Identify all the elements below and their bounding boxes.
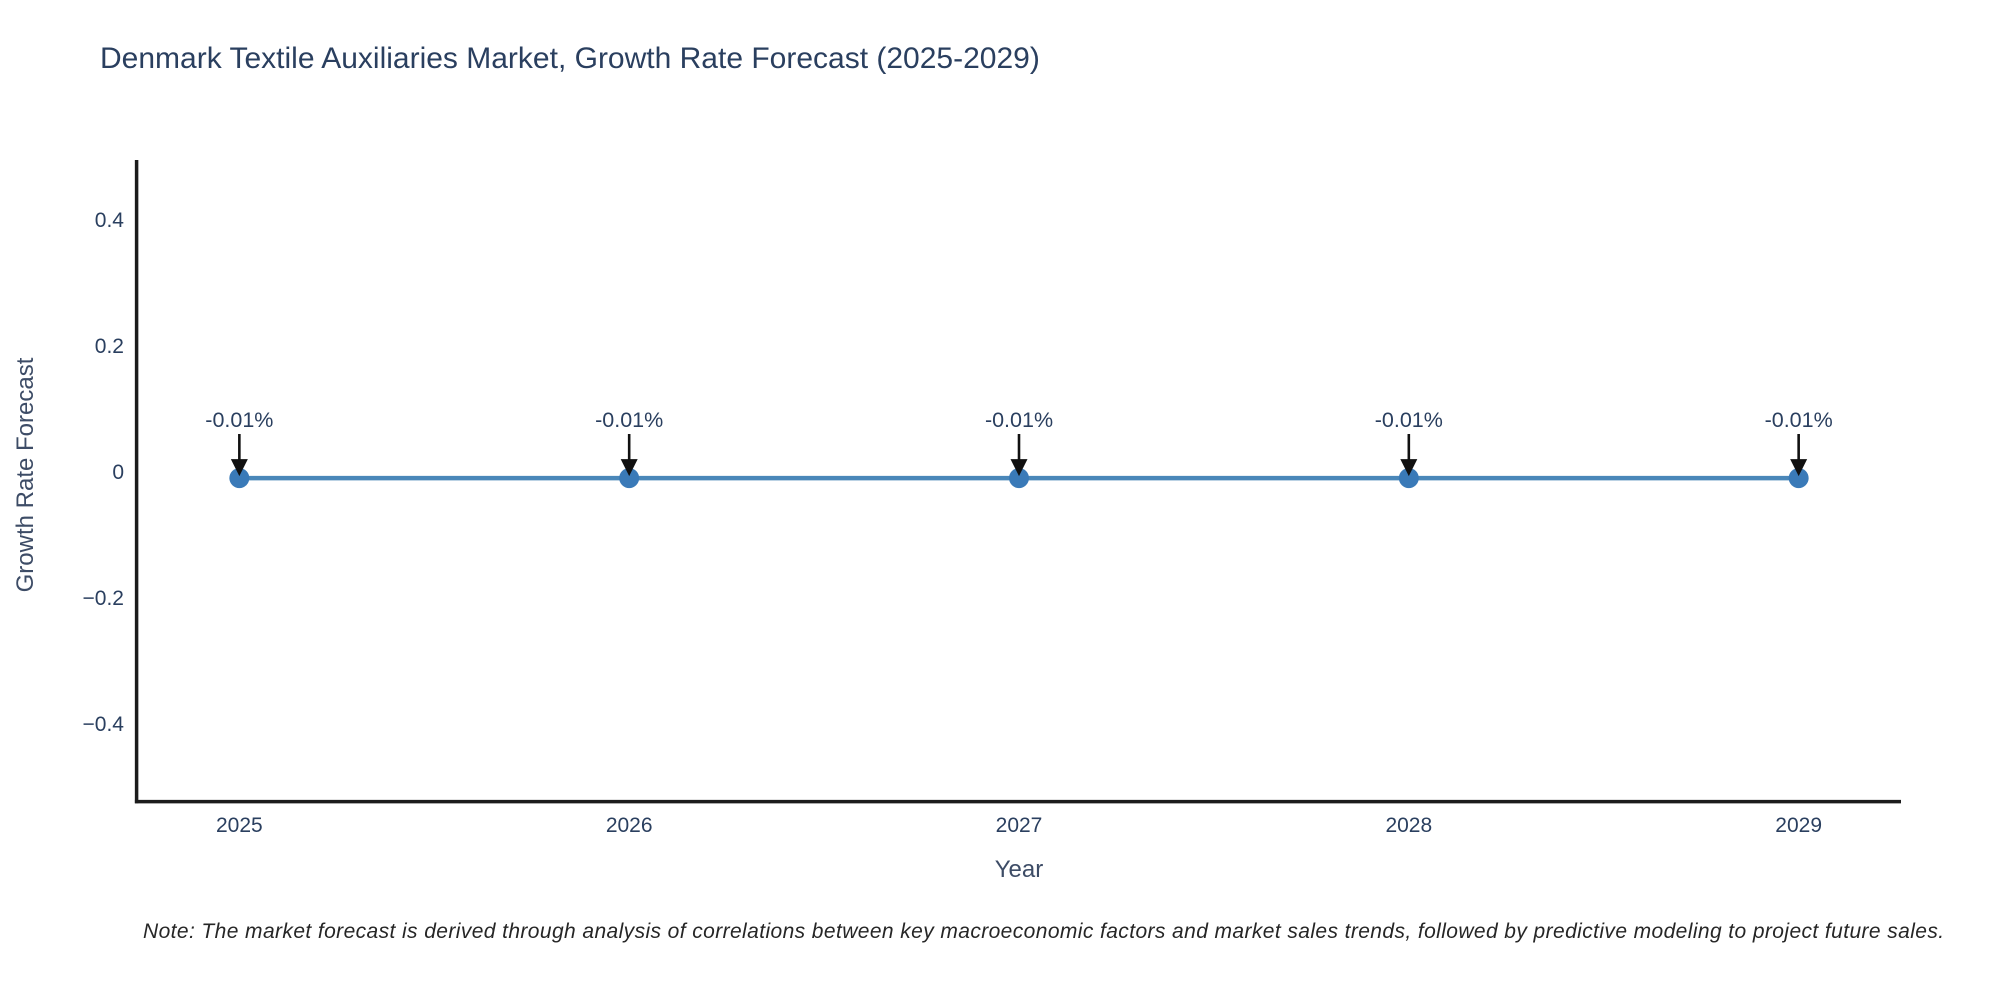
chart-title: Denmark Textile Auxiliaries Market, Grow… [100, 42, 1040, 75]
annotation-arrow-head [230, 459, 248, 477]
y-tick-label: −0.2 [83, 587, 124, 610]
x-axis-title: Year [994, 856, 1044, 883]
data-point-marker [1009, 468, 1029, 489]
annotation-label: -0.01% [1765, 408, 1833, 432]
y-tick-label: 0 [112, 461, 124, 484]
annotation-label: -0.01% [205, 408, 273, 432]
data-point-marker [619, 468, 640, 489]
y-tick-label: −0.4 [83, 713, 125, 736]
data-point-marker [1788, 468, 1809, 489]
y-tick-label: 0.2 [95, 335, 124, 358]
annotation-arrow-head [1400, 459, 1418, 477]
annotation-arrow-head [1010, 459, 1028, 477]
annotation-label: -0.01% [595, 408, 663, 432]
annotation-label: -0.01% [1375, 408, 1443, 432]
annotation-arrow-head [620, 459, 638, 477]
data-point-marker [229, 468, 250, 489]
x-tick-label: 2027 [996, 814, 1043, 837]
y-tick-label: 0.4 [95, 209, 125, 232]
x-tick-label: 2026 [606, 814, 653, 837]
data-point-marker [1398, 468, 1419, 489]
x-tick-label: 2028 [1385, 814, 1432, 837]
annotation-label: -0.01% [985, 408, 1053, 432]
annotation-arrow-head [1790, 459, 1808, 477]
footnote: Note: The market forecast is derived thr… [143, 920, 1945, 943]
x-tick-label: 2025 [216, 814, 263, 837]
x-tick-label: 2029 [1775, 814, 1822, 837]
